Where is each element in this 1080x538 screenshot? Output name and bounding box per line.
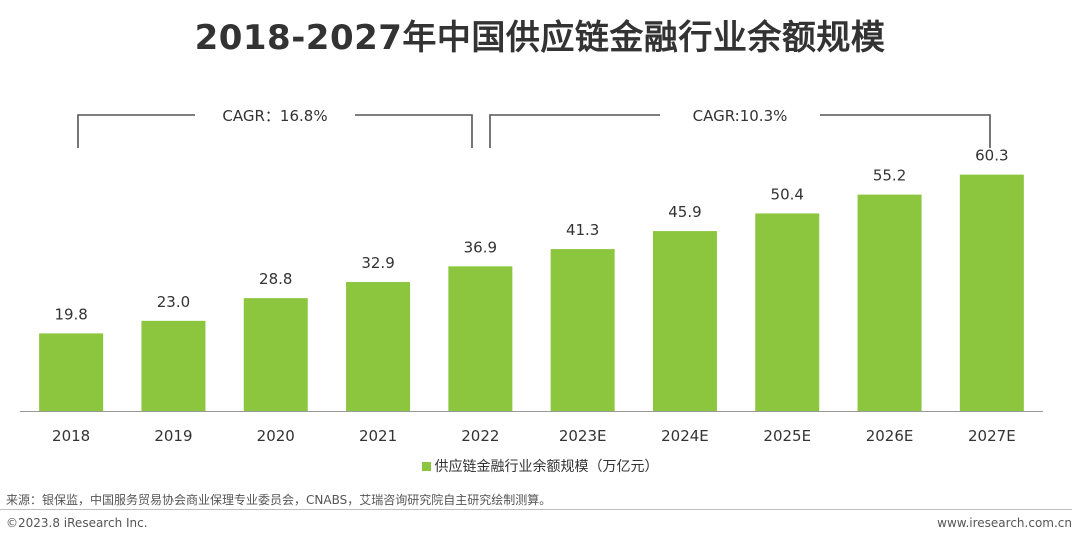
bar-2027E [959,174,1024,411]
data-label-2022: 36.9 [464,238,497,256]
website-link[interactable]: www.iresearch.com.cn [937,516,1072,530]
cagr-label-1: CAGR：16.8% [222,107,327,125]
data-label-2021: 32.9 [361,254,394,272]
cagr-bracket-2 [489,114,991,148]
bar-2020 [243,298,308,411]
data-label-2026E: 55.2 [873,167,906,185]
data-label-2018: 19.8 [54,305,87,323]
copyright-text: ©2023.8 iResearch Inc. [6,516,148,530]
footer-divider [0,509,1072,510]
x-tick-label-2027E: 2027E [968,427,1016,445]
bar-2018 [39,333,104,411]
bar-2025E [755,213,820,411]
x-tick-label-2020: 2020 [257,427,295,445]
data-label-2023E: 41.3 [566,221,599,239]
cagr-bracket-1 [77,114,473,148]
x-tick-label-2021: 2021 [359,427,397,445]
data-label-2019: 23.0 [157,293,190,311]
source-note: 来源：银保监，中国服务贸易协会商业保理专业委员会，CNABS，艾瑞咨询研究院自主… [6,493,552,507]
bar-2021 [346,282,411,411]
x-tick-label-2024E: 2024E [661,427,709,445]
bar-2022 [448,266,513,411]
bar-2023E [550,249,615,411]
x-tick-label-2018: 2018 [52,427,90,445]
data-label-2024E: 45.9 [668,203,701,221]
x-tick-label-2026E: 2026E [866,427,914,445]
x-tick-label-2022: 2022 [461,427,499,445]
legend-swatch [421,461,431,471]
chart-title: 2018-2027年中国供应链金融行业余额规模 [194,18,886,58]
cagr-label-2: CAGR:10.3% [693,107,788,125]
bar-2026E [857,194,922,411]
chart-legend: 供应链金融行业余额规模（万亿元） [0,456,1080,476]
legend-label: 供应链金融行业余额规模（万亿元） [434,459,659,475]
data-label-2020: 28.8 [259,270,292,288]
x-tick-label-2019: 2019 [154,427,192,445]
data-label-2027E: 60.3 [975,147,1008,165]
x-tick-label-2023E: 2023E [559,427,607,445]
bar-2024E [652,231,717,411]
bar-2019 [141,320,206,411]
data-label-2025E: 50.4 [771,185,804,203]
x-tick-label-2025E: 2025E [763,427,811,445]
